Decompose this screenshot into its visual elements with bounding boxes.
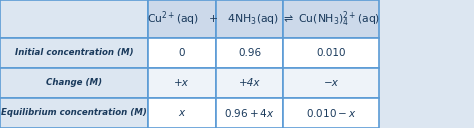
Text: Cu$^{2+}$(aq)   +   4NH$_3$(aq) $\rightleftharpoons$ Cu(NH$_3$)$_4^{2+}$(aq): Cu$^{2+}$(aq) + 4NH$_3$(aq) $\rightlefth… [147,9,380,29]
Bar [283,0,379,38]
Bar [0,98,148,128]
Text: 0.010: 0.010 [317,48,346,58]
Text: 0.96: 0.96 [238,48,261,58]
Bar [148,0,216,38]
Bar [0,0,148,38]
Bar [0,38,148,68]
Text: Equilibrium concentration (M): Equilibrium concentration (M) [1,108,147,117]
Bar [283,68,379,98]
Text: Change (M): Change (M) [46,78,102,87]
Bar [148,98,216,128]
Bar [283,98,379,128]
Bar [148,38,216,68]
Text: 0: 0 [179,48,185,58]
Bar [0,68,148,98]
Text: $0.96 + 4x$: $0.96 + 4x$ [224,107,275,119]
Text: +x: +x [174,78,189,88]
Text: x: x [179,108,185,118]
Bar [216,0,283,38]
Bar [148,68,216,98]
Bar [216,38,283,68]
Text: +4x: +4x [239,78,260,88]
Text: Initial concentration (M): Initial concentration (M) [15,49,133,57]
Bar [216,68,283,98]
Bar [283,38,379,68]
Bar [216,98,283,128]
Text: −x: −x [324,78,339,88]
Text: $0.010 - x$: $0.010 - x$ [306,107,356,119]
